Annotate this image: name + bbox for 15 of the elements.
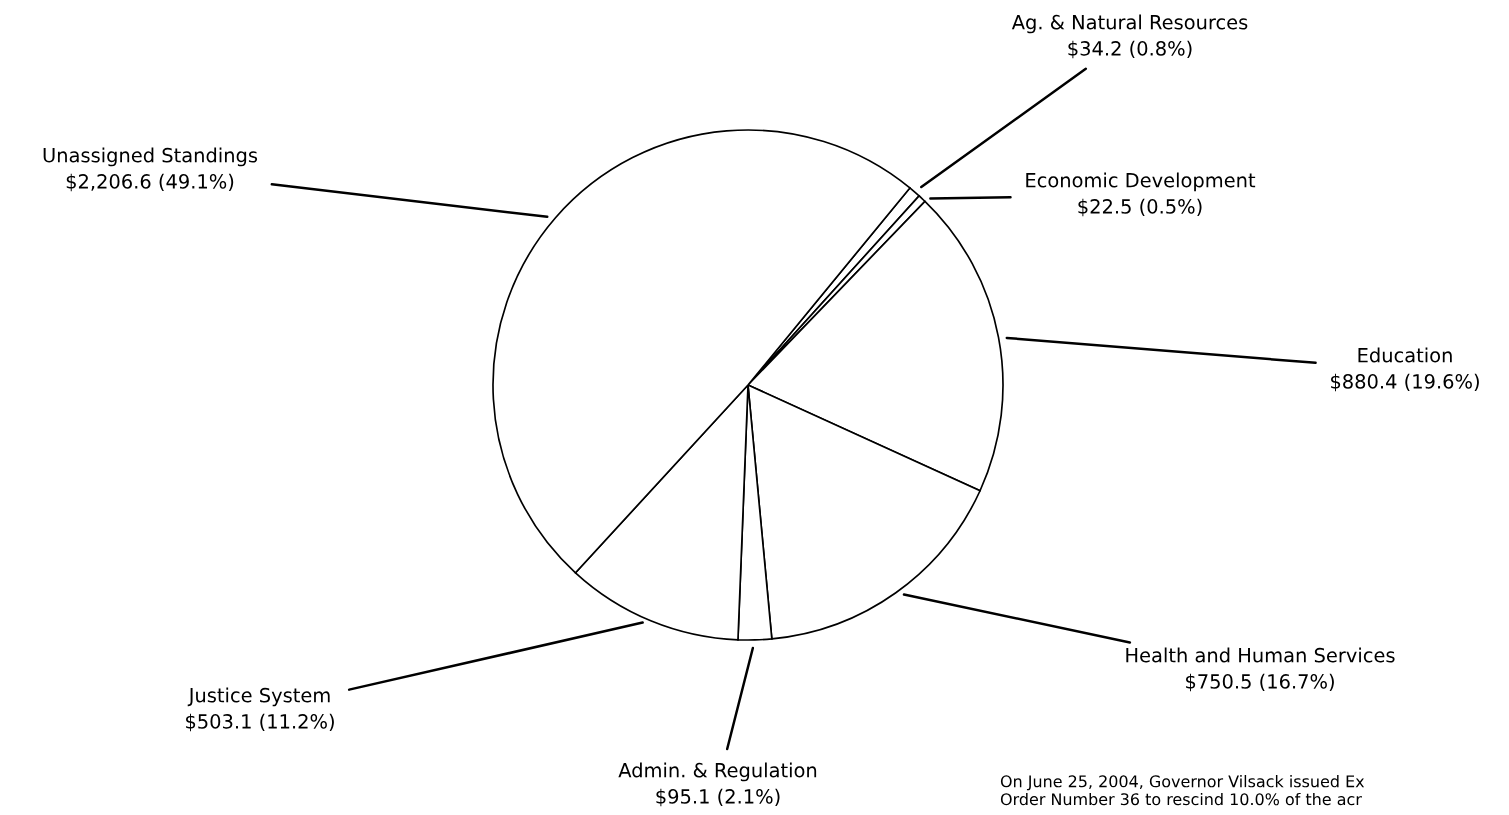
slice-label: Economic Development <box>1026 172 1256 192</box>
slice-label: Education <box>1358 347 1452 363</box>
slice-label: Ag. & Natural Resources <box>1011 14 1248 34</box>
slice-label: Admin. & Regulation <box>618 762 817 782</box>
data-label: $750.5 (16.7%) <box>1186 673 1334 692</box>
slice-label: Unassigned Standings <box>43 147 258 167</box>
text: On June 25, 2004, Governor Vilsack issued Ex Order Number 36 to rescind 10.0% of the acr <box>1000 775 1365 806</box>
data-label: $2,206.6 (49.1%) <box>66 173 234 192</box>
data-label: $880.4 (19.6%) <box>1331 373 1479 392</box>
slice-label: Health and Human Services <box>1126 647 1395 663</box>
data-label: $95.1 (2.1%) <box>656 788 780 807</box>
slice-label: Justice System <box>187 687 330 707</box>
data-label: $22.5 (0.5%) <box>1078 198 1202 217</box>
data-label: $34.2 (0.8%) <box>1068 40 1192 59</box>
data-label: $503.1 (11.2%) <box>186 713 334 732</box>
